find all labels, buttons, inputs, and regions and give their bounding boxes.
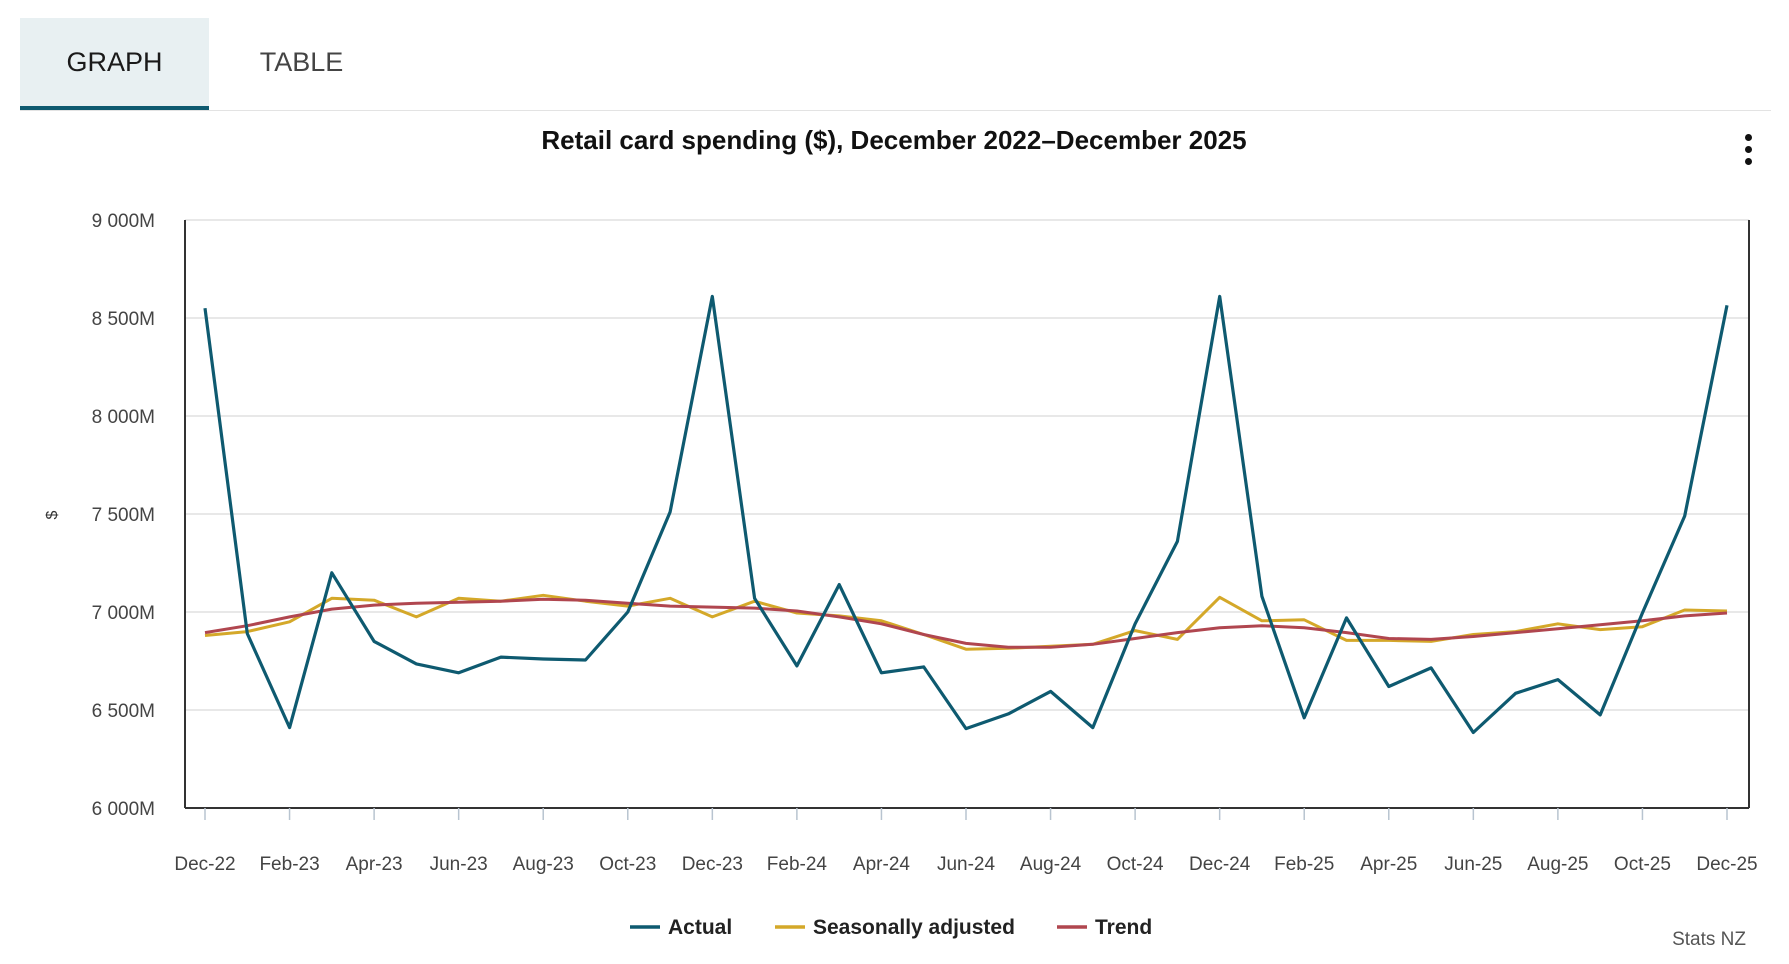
y-tick-label: 6 500M [92, 701, 155, 722]
menu-dot-icon [1745, 158, 1752, 165]
x-tick-label: Apr-25 [1360, 854, 1417, 875]
legend: Actual Seasonally adjusted Trend [630, 916, 1152, 939]
x-tick-label: Dec-25 [1696, 854, 1757, 875]
x-tick-label: Oct-24 [1107, 854, 1164, 875]
y-tick-label: 6 000M [92, 799, 155, 820]
chart-title: Retail card spending ($), December 2022–… [541, 125, 1246, 155]
x-tick-label: Oct-23 [599, 854, 656, 875]
y-tick-label: 9 000M [92, 211, 155, 232]
x-tick-label: Oct-25 [1614, 854, 1671, 875]
legend-item-label[interactable]: Seasonally adjusted [813, 916, 1015, 939]
series-line-trend[interactable] [204, 597, 1728, 649]
x-tick-label: Dec-24 [1189, 854, 1251, 875]
menu-dot-icon [1745, 134, 1752, 141]
chart-menu-button[interactable] [1735, 132, 1761, 168]
x-tick-label: Apr-23 [346, 854, 403, 875]
tab-graph[interactable]: GRAPH [20, 18, 209, 110]
x-tick-label: Feb-24 [767, 854, 828, 875]
y-tick-label: 7 000M [92, 603, 155, 624]
x-tick-label: Aug-23 [513, 854, 574, 875]
credit-label: Stats NZ [1672, 929, 1746, 950]
y-tick-label: 8 500M [92, 309, 155, 330]
legend-item-label[interactable]: Trend [1095, 916, 1152, 939]
x-tick-label: Feb-23 [259, 854, 319, 875]
series-line-seasonally-adjusted[interactable] [204, 593, 1728, 651]
x-tick-label: Jun-24 [937, 854, 996, 875]
x-tick-label: Apr-24 [853, 854, 910, 875]
series-line-actual[interactable] [203, 294, 1729, 735]
x-tick-label: Jun-23 [430, 854, 488, 875]
tab-table[interactable]: TABLE [259, 46, 344, 77]
y-tick-label: 8 000M [92, 407, 155, 428]
x-tick-label: Aug-25 [1527, 854, 1588, 875]
view-tabs: GRAPH TABLE [20, 18, 1771, 111]
x-tick-label: Feb-25 [1274, 854, 1334, 875]
menu-dot-icon [1745, 146, 1752, 153]
x-tick-label: Dec-23 [682, 854, 743, 875]
y-axis-title: $ [44, 510, 61, 519]
x-tick-label: Aug-24 [1020, 854, 1082, 875]
x-tick-label: Dec-22 [174, 854, 235, 875]
x-tick-label: Jun-25 [1444, 854, 1502, 875]
y-tick-label: 7 500M [92, 505, 155, 526]
legend-item-label[interactable]: Actual [668, 916, 732, 939]
